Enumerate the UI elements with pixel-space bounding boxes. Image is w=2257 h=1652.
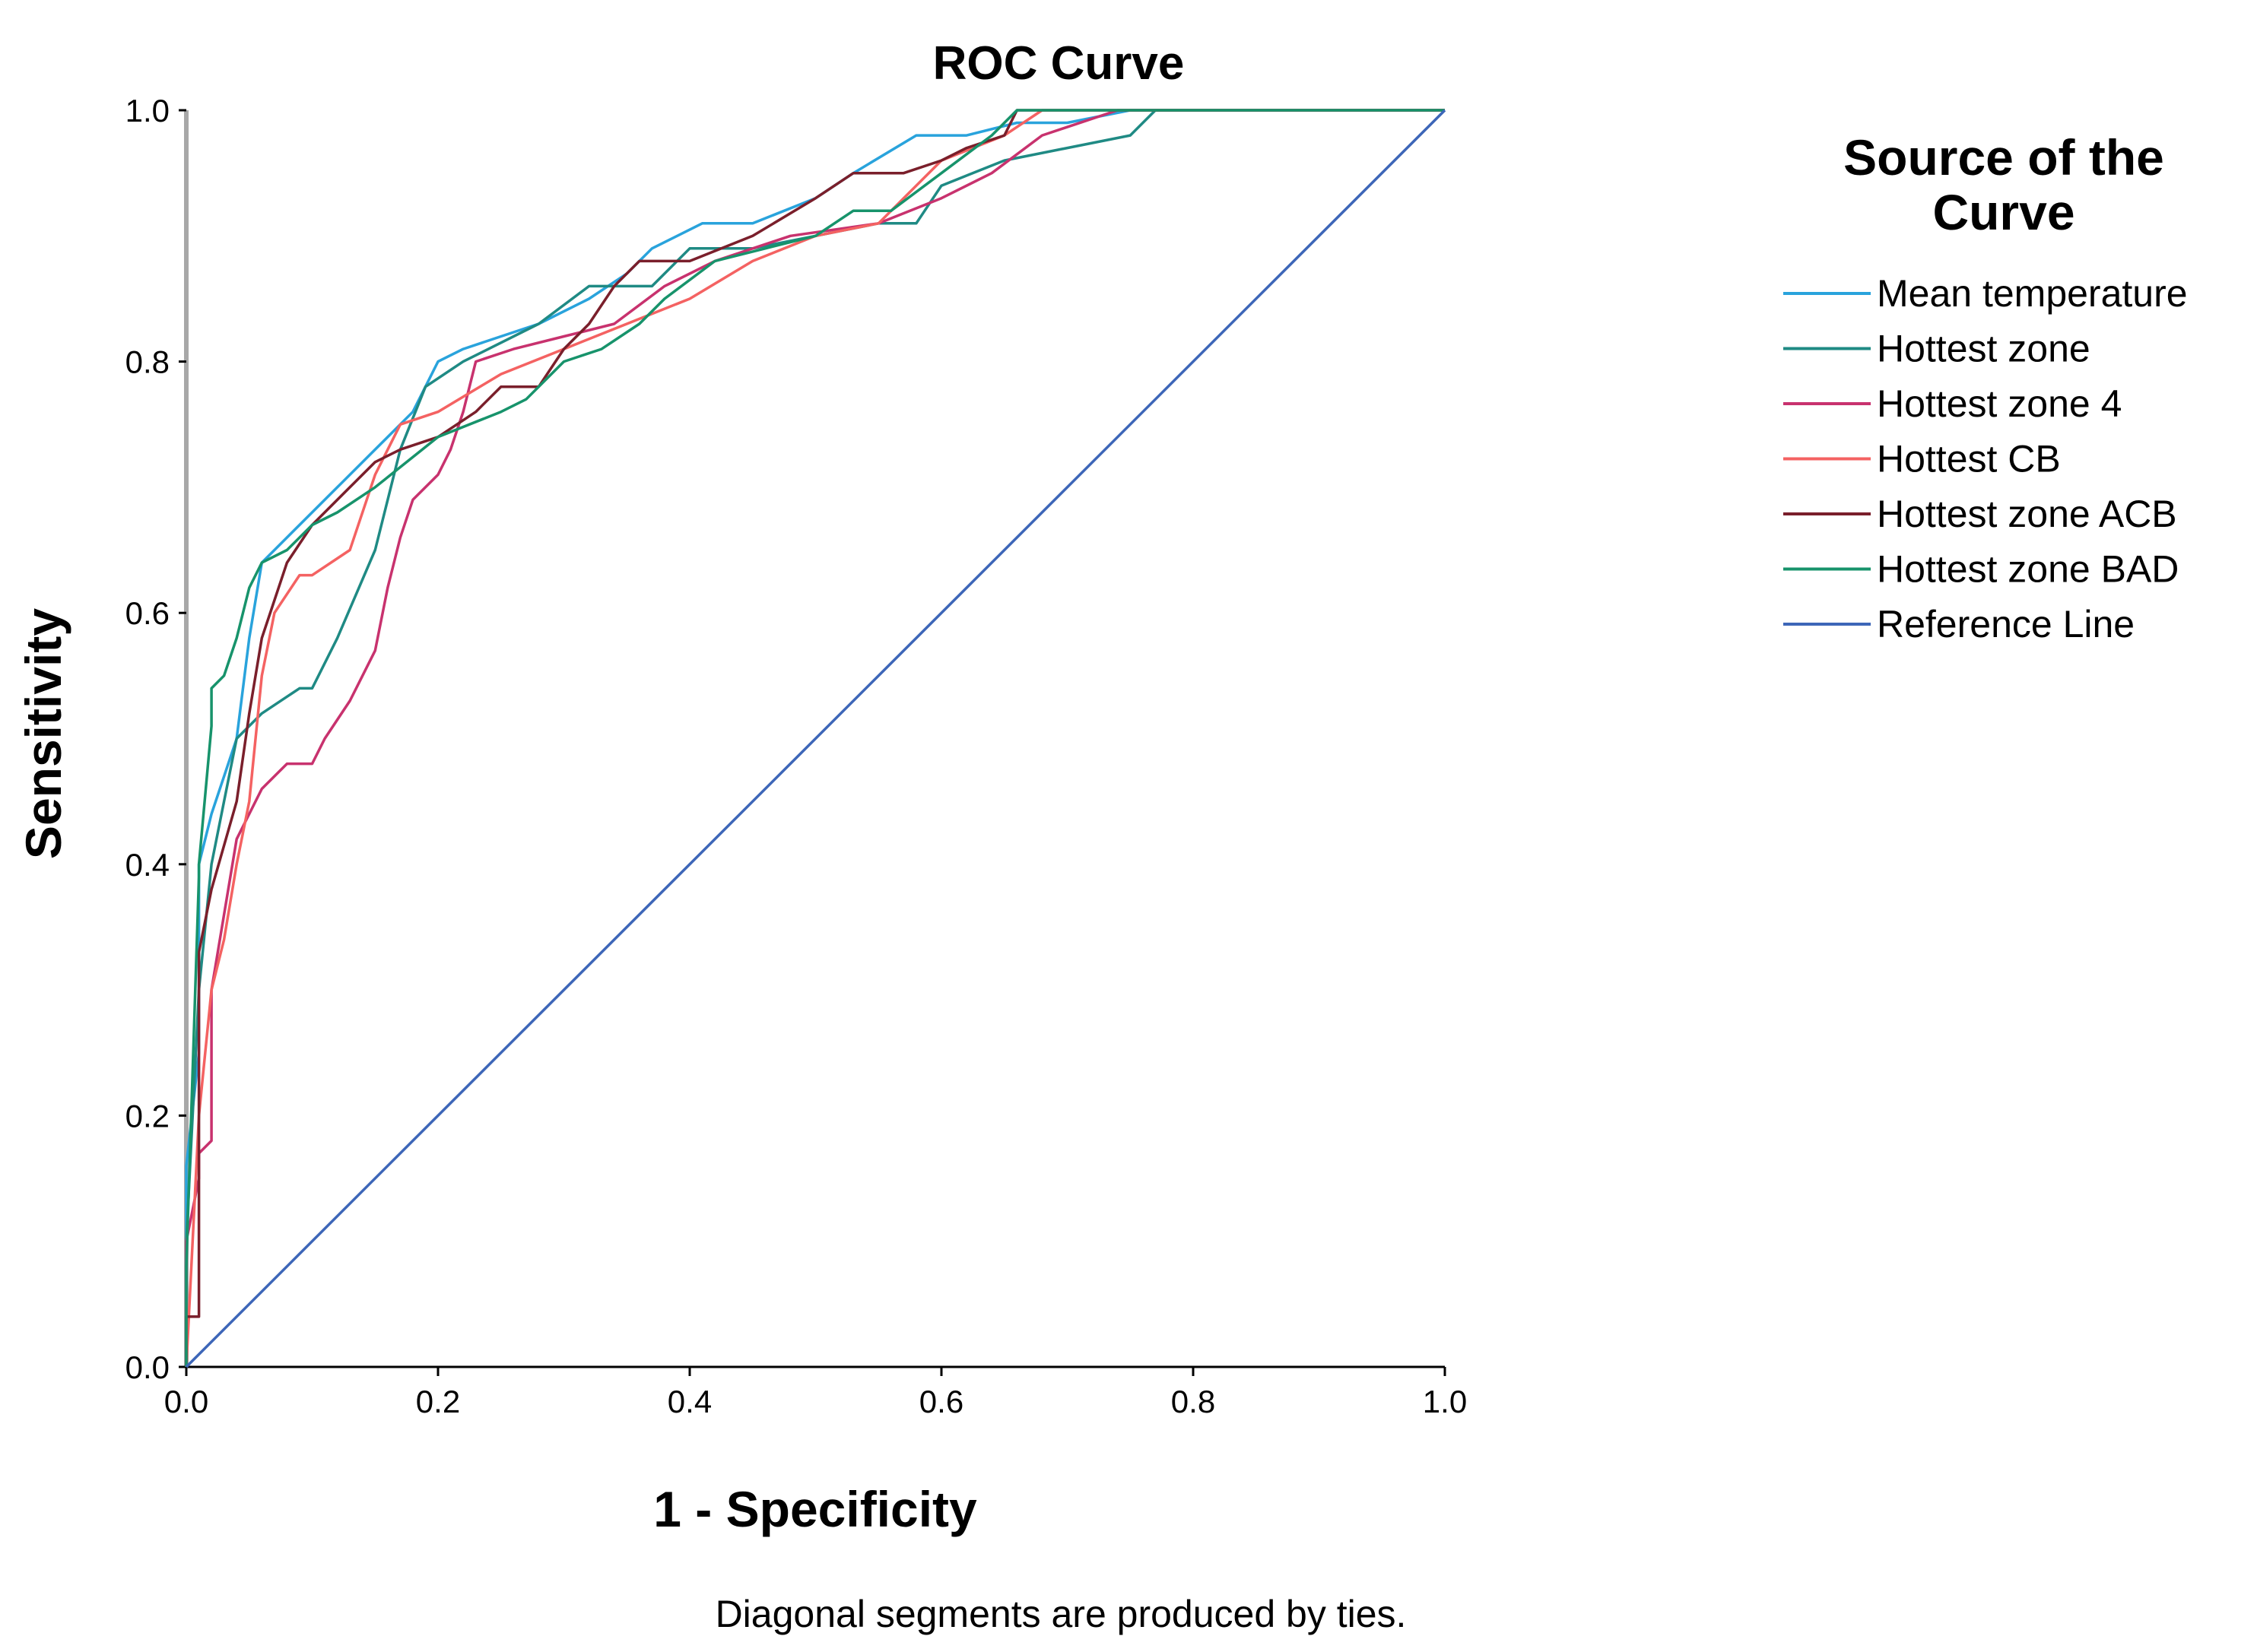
- legend-label: Hottest zone: [1877, 328, 2090, 370]
- x-axis-title: 1 - Specificity: [653, 1481, 977, 1537]
- y-tick-label: 0.6: [125, 595, 170, 631]
- legend-item-hottest-zone-bad: Hottest zone BAD: [1783, 548, 2179, 591]
- legend-items: Mean temperature Hottest zone Hottest zone…: [1783, 272, 2188, 645]
- legend-title-line-2: Curve: [1932, 184, 2074, 240]
- series-lines: [185, 109, 1446, 1368]
- legend: Source of the Curve Mean temperature Hott…: [1783, 129, 2188, 645]
- x-tick-label: 0.6: [919, 1384, 963, 1419]
- x-ticks: 0.0 0.2 0.4 0.6 0.8 1.0: [164, 1367, 1467, 1419]
- x-tick-label: 0.0: [164, 1384, 208, 1419]
- legend-label: Hottest zone ACB: [1877, 493, 2177, 535]
- y-tick-label: 0.8: [125, 344, 170, 380]
- legend-item-hottest-zone-4: Hottest zone 4: [1783, 382, 2122, 425]
- series-line-hottest-zone: [185, 109, 1445, 1367]
- series-line-mean-temperature: [185, 109, 1445, 1367]
- legend-item-hottest-zone: Hottest zone: [1783, 328, 2090, 370]
- legend-item-reference-line: Reference Line: [1783, 603, 2135, 645]
- y-tick-label: 0.0: [125, 1349, 170, 1385]
- legend-item-hottest-cb: Hottest CB: [1783, 438, 2061, 480]
- y-tick-label: 1.0: [125, 93, 170, 128]
- x-tick-label: 1.0: [1423, 1384, 1467, 1419]
- series-line-hottest-cb: [185, 109, 1445, 1368]
- y-ticks: 0.0 0.2 0.4 0.6 0.8 1.0: [125, 93, 186, 1385]
- legend-label: Hottest zone 4: [1877, 382, 2122, 425]
- y-tick-label: 0.2: [125, 1098, 170, 1134]
- chart-title: ROC Curve: [933, 37, 1185, 90]
- x-tick-label: 0.4: [668, 1384, 712, 1419]
- legend-item-mean-temperature: Mean temperature: [1783, 272, 2188, 315]
- plot-area: 0.0 0.2 0.4 0.6 0.8 1.0 0.0 0.2 0.4 0.6 0.8 1.0: [125, 93, 1468, 1419]
- series-line-hottest-zone-acb: [185, 109, 1445, 1367]
- series-line-hottest-zone-bad: [185, 109, 1445, 1367]
- legend-title-line-1: Source of the: [1843, 129, 2164, 185]
- y-axis-title: Sensitivity: [15, 608, 71, 859]
- x-tick-label: 0.8: [1171, 1384, 1215, 1419]
- y-tick-label: 0.4: [125, 847, 170, 883]
- legend-label: Reference Line: [1877, 603, 2135, 645]
- legend-item-hottest-zone-acb: Hottest zone ACB: [1783, 493, 2177, 535]
- legend-label: Mean temperature: [1877, 272, 2188, 315]
- legend-label: Hottest zone BAD: [1877, 548, 2179, 591]
- x-tick-label: 0.2: [416, 1384, 460, 1419]
- footnote: Diagonal segments are produced by ties.: [716, 1593, 1407, 1635]
- series-line-reference-line: [185, 109, 1446, 1368]
- legend-label: Hottest CB: [1877, 438, 2061, 480]
